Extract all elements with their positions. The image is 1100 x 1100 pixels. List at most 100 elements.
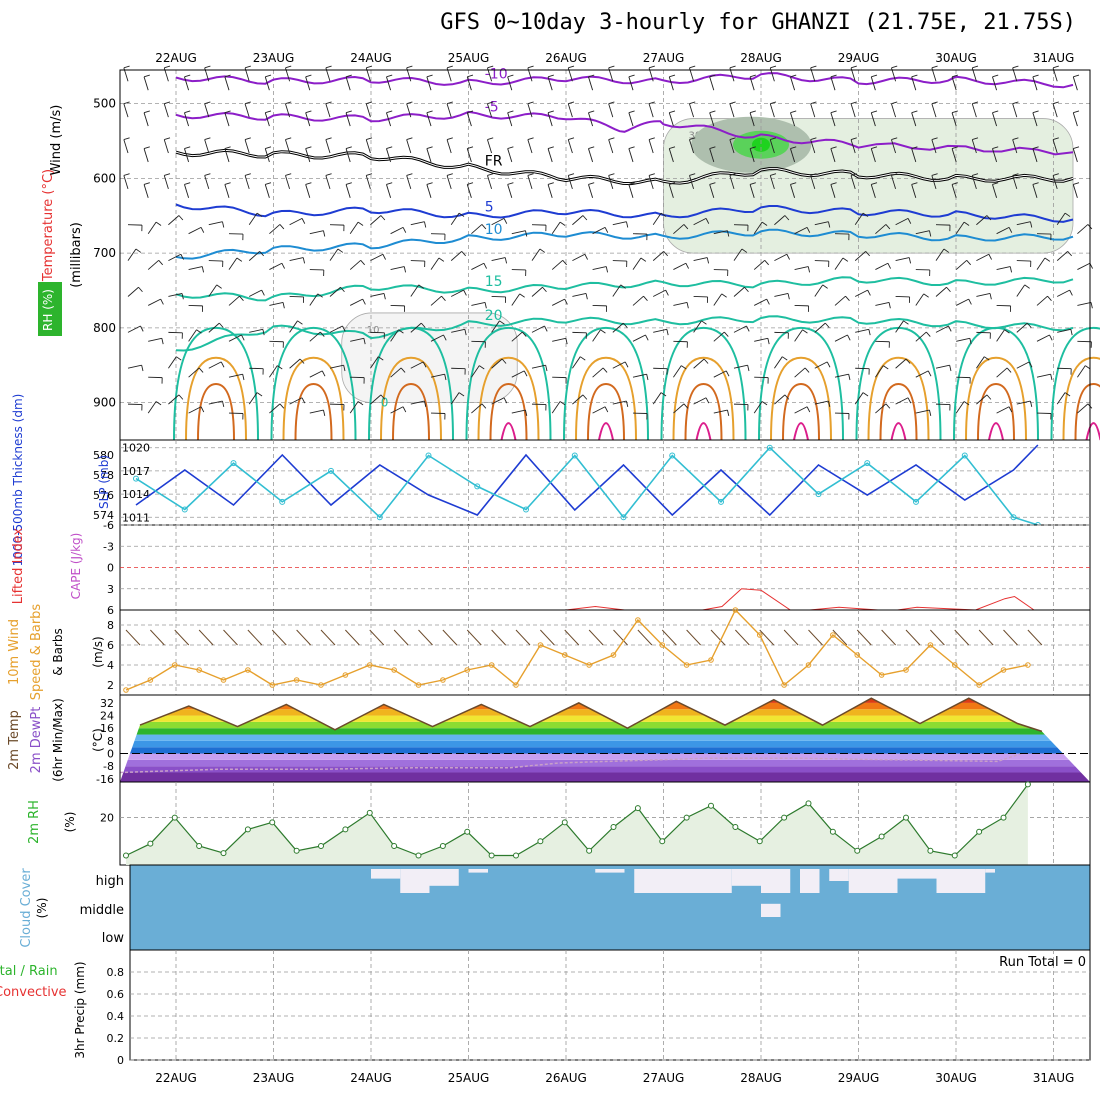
- wind-barb-flag: [398, 329, 404, 334]
- rh2m-line: [125, 784, 1029, 857]
- wind-barb: [810, 139, 816, 154]
- wind-barb-flag: [527, 101, 534, 105]
- wind-barb: [244, 139, 250, 154]
- contour-35: [988, 422, 1004, 441]
- wind10m-barb: [832, 629, 848, 646]
- wind-barb-flag: [951, 74, 958, 78]
- wind-barb: [289, 358, 301, 369]
- wind10m-barb: [783, 629, 799, 646]
- wind-barb: [386, 76, 392, 91]
- wind10m-barb: [393, 629, 409, 646]
- wind-barb: [269, 365, 278, 378]
- wind-barb-flag: [810, 65, 817, 69]
- wind-barb: [673, 224, 685, 235]
- wind-barb: [608, 103, 614, 118]
- wind-barb-flag: [721, 293, 727, 298]
- wind-barb-flag: [885, 224, 891, 230]
- wind-barb-flag: [588, 182, 595, 185]
- pressure-tick-label: 500: [93, 97, 116, 111]
- wind-barb: [1012, 175, 1018, 189]
- wind-barb: [1056, 251, 1069, 261]
- wind-barb-flag: [178, 394, 184, 400]
- wind-barb: [426, 184, 432, 198]
- wind-barb: [850, 139, 856, 154]
- wind-barb: [935, 286, 947, 297]
- isotherm-line: [175, 110, 1074, 156]
- wind-barb-flag: [366, 173, 373, 176]
- wind-barb-flag: [828, 400, 831, 408]
- wind-barb-flag: [729, 173, 736, 176]
- wind-barb-flag: [1050, 374, 1053, 381]
- wind-barb-flag: [143, 74, 150, 78]
- wind-barb-flag: [929, 409, 932, 416]
- wind-barb-flag: [481, 224, 487, 230]
- wind-barb-flag: [1009, 266, 1013, 273]
- wind-barb-flag: [155, 221, 162, 226]
- wind-barb: [588, 184, 594, 198]
- wind-barb-flag: [646, 374, 649, 381]
- high-cloud-bar: [800, 869, 820, 893]
- wind-barb-flag: [804, 367, 810, 373]
- wind10m-point: [440, 677, 446, 683]
- wind-barb-flag: [525, 409, 528, 416]
- wind-barb: [430, 373, 445, 378]
- wind10m-point: [123, 687, 129, 693]
- wind-barb: [1072, 112, 1078, 127]
- bottom-date-label: 22AUG: [155, 1071, 197, 1085]
- wind-barb-flag: [198, 367, 204, 373]
- wind-barb-flag: [946, 286, 951, 293]
- wind-barb: [305, 76, 311, 91]
- wind10m-point: [342, 672, 349, 678]
- wind-barb: [814, 221, 829, 226]
- wind-barb: [592, 367, 604, 378]
- wind10m-axis-label: 10m Wind: [7, 619, 22, 685]
- wind-barb-flag: [588, 110, 595, 114]
- wind-barb: [406, 175, 412, 189]
- wind-barb: [774, 292, 789, 297]
- contour-30: [587, 382, 625, 441]
- high-cloud-bar: [848, 869, 898, 893]
- wind-barb: [471, 262, 485, 270]
- wind-barb: [572, 215, 584, 226]
- contour-25: [965, 356, 1027, 441]
- wind-barb-flag: [824, 322, 830, 328]
- precip-frame: [129, 949, 1091, 1061]
- wind-barb-flag: [1030, 221, 1033, 228]
- wind-barb: [527, 139, 533, 154]
- wind-barb: [123, 139, 129, 154]
- wind-barb-flag: [458, 392, 465, 397]
- slp-point: [669, 452, 676, 459]
- wind-barb: [491, 217, 505, 226]
- isotherm-label: FR: [485, 153, 503, 169]
- wind-barb-flag: [380, 215, 386, 221]
- wind-barb-flag: [547, 146, 554, 149]
- pressure-tick-label: 600: [93, 171, 116, 185]
- wind-barb-flag: [402, 406, 407, 413]
- rh2m-point: [586, 847, 593, 854]
- wind-barb: [204, 175, 210, 189]
- wind-barb-flag: [701, 320, 707, 325]
- wind10m-point: [537, 642, 544, 648]
- wind10m-point: [220, 677, 227, 683]
- isotherm-label: 20: [485, 308, 503, 324]
- wind-barb: [370, 292, 385, 297]
- contour-25: [575, 356, 637, 441]
- wind-barb: [269, 301, 284, 306]
- wind-barb: [1012, 139, 1018, 154]
- wind10m-point: [1000, 667, 1007, 673]
- wind-barb-flag: [523, 370, 528, 377]
- wind-barb-flag: [830, 74, 837, 78]
- rh2m-point: [220, 850, 227, 857]
- wind-barb-flag: [1052, 101, 1059, 105]
- wind-barb: [1052, 103, 1058, 118]
- wind-barb: [1032, 112, 1038, 127]
- wind-barb: [951, 148, 957, 163]
- wind-barb: [1036, 334, 1050, 342]
- temp2m-axis-label: 2m Temp: [7, 710, 22, 770]
- wind-barb: [955, 401, 965, 414]
- wind-barb-flag: [521, 331, 527, 337]
- rh2m-point: [488, 852, 495, 859]
- contour-25: [477, 356, 540, 441]
- wind-barb-flag: [507, 110, 514, 114]
- contour-25: [1062, 356, 1100, 441]
